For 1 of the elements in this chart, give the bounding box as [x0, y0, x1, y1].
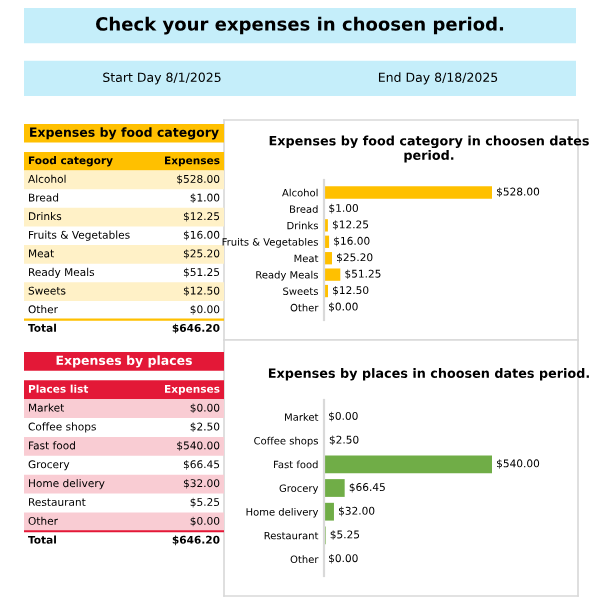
text: Check your expenses in choosen period. — [96, 16, 504, 35]
